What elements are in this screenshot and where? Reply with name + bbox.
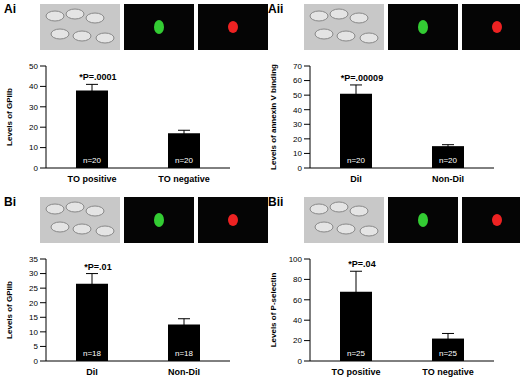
svg-text:TO negative: TO negative (422, 367, 473, 377)
svg-text:10: 10 (29, 143, 38, 152)
svg-text:TO negative: TO negative (158, 174, 209, 184)
svg-text:*P=.04: *P=.04 (348, 259, 375, 269)
svg-text:0: 0 (34, 357, 39, 366)
svg-text:n=20: n=20 (439, 156, 458, 165)
svg-text:Non-DiI: Non-DiI (168, 367, 200, 377)
svg-text:n=25: n=25 (439, 349, 458, 358)
html-text:Bii: Bii (268, 195, 284, 209)
svg-text:25: 25 (29, 284, 38, 293)
svg-text:TO positive: TO positive (68, 174, 117, 184)
svg-text:30: 30 (29, 103, 38, 112)
svg-text:60: 60 (293, 296, 302, 305)
svg-text:*P=.0001: *P=.0001 (79, 72, 116, 82)
html-text:Ai: Ai (4, 2, 16, 16)
svg-text:40: 40 (29, 82, 38, 91)
svg-text:5: 5 (34, 342, 39, 351)
svg-text:30: 30 (29, 269, 38, 278)
svg-text:40: 40 (293, 106, 302, 115)
svg-text:n=25: n=25 (347, 349, 366, 358)
svg-text:80: 80 (293, 275, 302, 284)
svg-text:60: 60 (293, 76, 302, 85)
svg-text:Levels of P-selectin: Levels of P-selectin (269, 273, 278, 348)
svg-text:*P=.01: *P=.01 (84, 262, 111, 272)
svg-text:Levels of annexin V binding: Levels of annexin V binding (269, 64, 278, 170)
html-text:Aii: Aii (268, 2, 284, 16)
svg-text:Non-DiI: Non-DiI (432, 174, 464, 184)
svg-text:35: 35 (29, 255, 38, 264)
svg-text:20: 20 (29, 123, 38, 132)
svg-text:50: 50 (29, 62, 38, 71)
svg-text:n=20: n=20 (83, 156, 102, 165)
svg-text:70: 70 (293, 62, 302, 71)
svg-text:TO positive: TO positive (332, 367, 381, 377)
svg-text:*P=.00009: *P=.00009 (341, 73, 383, 83)
svg-text:10: 10 (29, 328, 38, 337)
svg-text:n=18: n=18 (175, 349, 194, 358)
svg-text:20: 20 (29, 299, 38, 308)
html-text:Bi: Bi (4, 195, 16, 209)
svg-text:0: 0 (298, 164, 303, 173)
svg-text:Levels of GPIIb: Levels of GPIIb (5, 88, 14, 146)
svg-text:n=20: n=20 (175, 156, 194, 165)
svg-text:50: 50 (293, 91, 302, 100)
svg-text:30: 30 (293, 120, 302, 129)
svg-text:15: 15 (29, 313, 38, 322)
svg-text:DiI: DiI (86, 367, 98, 377)
svg-text:n=20: n=20 (347, 156, 366, 165)
svg-text:20: 20 (293, 135, 302, 144)
svg-text:10: 10 (293, 149, 302, 158)
svg-text:DiI: DiI (350, 174, 362, 184)
svg-text:0: 0 (298, 357, 303, 366)
svg-text:n=18: n=18 (83, 349, 102, 358)
svg-text:Levels of GPIIb: Levels of GPIIb (5, 281, 14, 339)
svg-text:20: 20 (293, 336, 302, 345)
svg-text:100: 100 (289, 255, 303, 264)
svg-text:0: 0 (34, 164, 39, 173)
svg-text:40: 40 (293, 316, 302, 325)
